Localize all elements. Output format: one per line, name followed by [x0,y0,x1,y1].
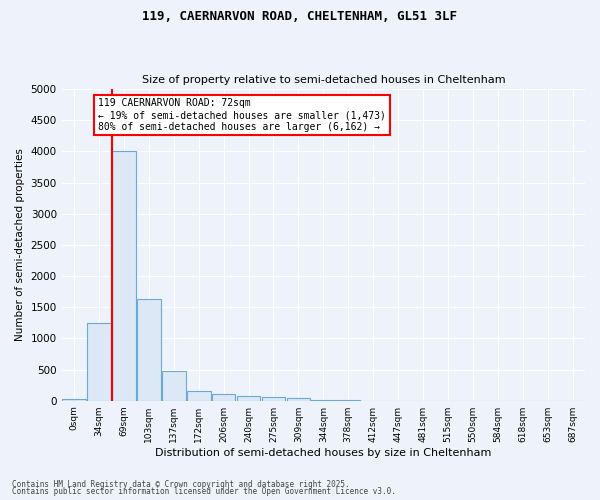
Bar [187,391,211,400]
Text: Contains HM Land Registry data © Crown copyright and database right 2025.: Contains HM Land Registry data © Crown c… [12,480,350,489]
Y-axis label: Number of semi-detached properties: Number of semi-detached properties [15,148,25,342]
Text: 119 CAERNARVON ROAD: 72sqm
← 19% of semi-detached houses are smaller (1,473)
80%: 119 CAERNARVON ROAD: 72sqm ← 19% of semi… [98,98,386,132]
Bar [62,399,86,400]
Title: Size of property relative to semi-detached houses in Cheltenham: Size of property relative to semi-detach… [142,76,505,86]
Bar [87,323,111,400]
Bar [262,396,286,400]
Bar [212,394,235,400]
Bar [162,372,185,400]
Bar [287,398,310,400]
Text: 119, CAERNARVON ROAD, CHELTENHAM, GL51 3LF: 119, CAERNARVON ROAD, CHELTENHAM, GL51 3… [143,10,458,23]
X-axis label: Distribution of semi-detached houses by size in Cheltenham: Distribution of semi-detached houses by … [155,448,491,458]
Bar [137,300,161,400]
Bar [237,396,260,400]
Bar [112,152,136,400]
Text: Contains public sector information licensed under the Open Government Licence v3: Contains public sector information licen… [12,487,396,496]
